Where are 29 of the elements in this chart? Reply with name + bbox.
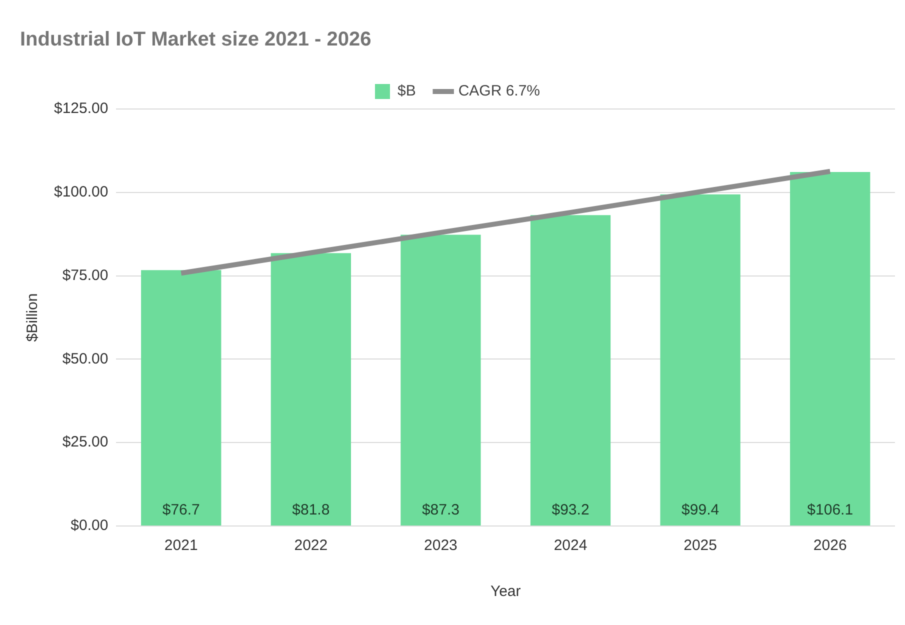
- y-tick-label: $50.00: [62, 350, 108, 368]
- x-tick-label: 2025: [684, 537, 717, 554]
- x-tick-label: 2021: [164, 537, 198, 554]
- y-tick-label: $0.00: [70, 517, 108, 534]
- legend-label: $B: [397, 82, 416, 100]
- data-label: $81.8: [292, 502, 330, 519]
- data-label: $106.1: [807, 502, 854, 519]
- data-label: $76.7: [162, 502, 200, 519]
- bar: [400, 234, 481, 526]
- legend-label: CAGR 6.7%: [458, 82, 540, 100]
- bar: [660, 194, 740, 526]
- data-label: $99.4: [682, 502, 720, 519]
- y-tick-label: $100.00: [54, 184, 108, 201]
- x-tick-label: 2026: [813, 537, 847, 554]
- data-label: $87.3: [422, 502, 460, 519]
- bar: [141, 270, 222, 526]
- x-tick-label: 2024: [554, 537, 588, 554]
- y-tick-label: $75.00: [62, 266, 108, 284]
- y-tick-label: $25.00: [62, 434, 108, 451]
- y-tick-label: $125.00: [54, 100, 108, 118]
- x-tick-label: 2022: [294, 537, 328, 554]
- x-tick-label: 2023: [424, 537, 458, 554]
- bar: [530, 215, 611, 526]
- y-axis-title: $Billion: [24, 293, 42, 342]
- x-axis-title: Year: [490, 583, 521, 600]
- chart-title: Industrial IoT Market size 2021 - 2026: [20, 28, 372, 51]
- data-label: $93.2: [552, 502, 590, 519]
- bar: [270, 253, 351, 526]
- bar: [790, 172, 870, 526]
